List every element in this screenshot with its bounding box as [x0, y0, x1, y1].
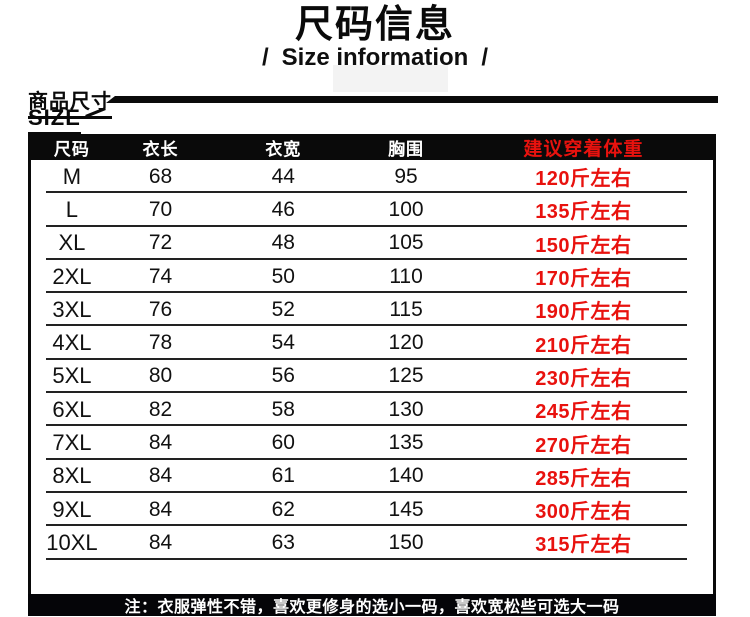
cell-length: 82	[148, 397, 173, 421]
cell-width: 60	[271, 431, 295, 455]
cell-length: 72	[148, 231, 173, 255]
cell-weight: 120斤左右	[535, 168, 632, 191]
table-row: 8XL 84 61 140 285斤左右	[31, 460, 713, 494]
table-header-row: 尺码 衣长 衣宽 胸围 建议穿着体重	[31, 134, 713, 160]
header-cell-width: 衣宽	[265, 139, 302, 159]
cell-width: 63	[271, 530, 295, 554]
table-row: M 68 44 95 120斤左右	[31, 160, 713, 194]
cell-size: L	[65, 196, 79, 222]
table-bottom-spacer	[31, 560, 713, 594]
cell-width: 44	[271, 164, 295, 188]
cell-length: 74	[148, 264, 173, 288]
cell-chest: 140	[388, 464, 424, 488]
cell-length: 80	[148, 364, 173, 388]
section-label-cn: 商品尺寸	[28, 85, 112, 119]
cell-chest: 130	[388, 397, 424, 421]
cell-size: XL	[58, 230, 86, 256]
table-row: XL 72 48 105 150斤左右	[31, 227, 713, 261]
cell-chest: 135	[388, 431, 424, 455]
cell-weight: 190斤左右	[535, 301, 632, 324]
cell-weight: 285斤左右	[535, 467, 632, 490]
cell-width: 54	[271, 331, 295, 355]
cell-size: 7XL	[52, 430, 92, 456]
table-row: 9XL 84 62 145 300斤左右	[31, 493, 713, 527]
note-bar: 注：衣服弹性不错，喜欢更修身的选小一码，喜欢宽松些可选大一码	[28, 594, 716, 616]
cell-weight: 150斤左右	[535, 234, 632, 257]
cell-size: 10XL	[46, 529, 98, 555]
cell-width: 62	[271, 497, 295, 521]
cell-weight: 315斤左右	[535, 534, 632, 557]
cell-size: 6XL	[52, 396, 92, 422]
cell-chest: 125	[388, 364, 424, 388]
table-row: 10XL 84 63 150 315斤左右	[31, 526, 713, 560]
table-row: 4XL 78 54 120 210斤左右	[31, 326, 713, 361]
cell-width: 58	[271, 397, 295, 421]
header-cell-size: 尺码	[53, 139, 90, 159]
cell-length: 84	[148, 530, 173, 554]
cell-length: 84	[148, 464, 173, 488]
cell-length: 84	[148, 497, 173, 521]
cell-size: 3XL	[52, 296, 92, 322]
cell-width: 50	[271, 264, 295, 288]
page-title: 尺码信息	[294, 4, 455, 46]
watermark-box	[333, 65, 448, 92]
cell-length: 84	[148, 431, 173, 455]
table-row: 2XL 74 50 110 170斤左右	[31, 260, 713, 294]
cell-length: 68	[148, 164, 173, 188]
cell-size: M	[62, 163, 82, 189]
size-table: 尺码 衣长 衣宽 胸围 建议穿着体重 M 68 44 95 120斤左右 L 7…	[28, 134, 716, 616]
cell-chest: 115	[389, 297, 423, 321]
section-divider-bar	[106, 96, 718, 103]
cell-weight: 300斤左右	[535, 501, 632, 524]
cell-size: 4XL	[52, 330, 92, 356]
cell-weight: 270斤左右	[535, 434, 632, 457]
subtitle-right-slash: /	[481, 44, 489, 71]
cell-width: 52	[271, 297, 295, 321]
cell-chest: 105	[388, 231, 424, 255]
cell-chest: 120	[388, 331, 424, 355]
cell-length: 70	[148, 197, 173, 221]
cell-size: 5XL	[52, 363, 92, 389]
cell-size: 8XL	[52, 463, 92, 489]
cell-width: 61	[271, 464, 295, 488]
table-row: 3XL 76 52 115 190斤左右	[31, 293, 713, 327]
section-label-en: SIZE	[28, 105, 81, 135]
cell-weight: 170斤左右	[535, 268, 632, 291]
table-row: L 70 46 100 135斤左右	[31, 193, 713, 227]
cell-chest: 145	[388, 497, 424, 521]
cell-chest: 100	[388, 197, 424, 221]
subtitle-left-slash: /	[261, 44, 269, 71]
cell-weight: 230斤左右	[535, 367, 632, 390]
cell-size: 2XL	[52, 263, 92, 289]
cell-width: 46	[271, 197, 295, 221]
header-cell-length: 衣长	[142, 139, 179, 159]
cell-weight: 245斤左右	[535, 401, 632, 424]
cell-length: 76	[148, 297, 173, 321]
cell-chest: 110	[389, 264, 423, 288]
table-row: 7XL 84 60 135 270斤左右	[31, 426, 713, 460]
header-cell-chest: 胸围	[388, 139, 425, 159]
header-cell-weight: 建议穿着体重	[523, 138, 644, 160]
cell-width: 48	[271, 231, 295, 255]
table-body: M 68 44 95 120斤左右 L 70 46 100 135斤左右 XL …	[31, 160, 713, 560]
table-row: 5XL 80 56 125 230斤左右	[31, 360, 713, 394]
table-row: 6XL 82 58 130 245斤左右	[31, 393, 713, 427]
cell-length: 78	[148, 331, 173, 355]
cell-chest: 150	[388, 530, 424, 554]
cell-chest: 95	[394, 164, 418, 188]
title-block: 尺码信息 / Size information /	[0, 4, 750, 70]
cell-weight: 135斤左右	[535, 201, 632, 224]
cell-size: 9XL	[52, 496, 92, 522]
cell-width: 56	[271, 364, 295, 388]
cell-weight: 210斤左右	[535, 334, 632, 357]
